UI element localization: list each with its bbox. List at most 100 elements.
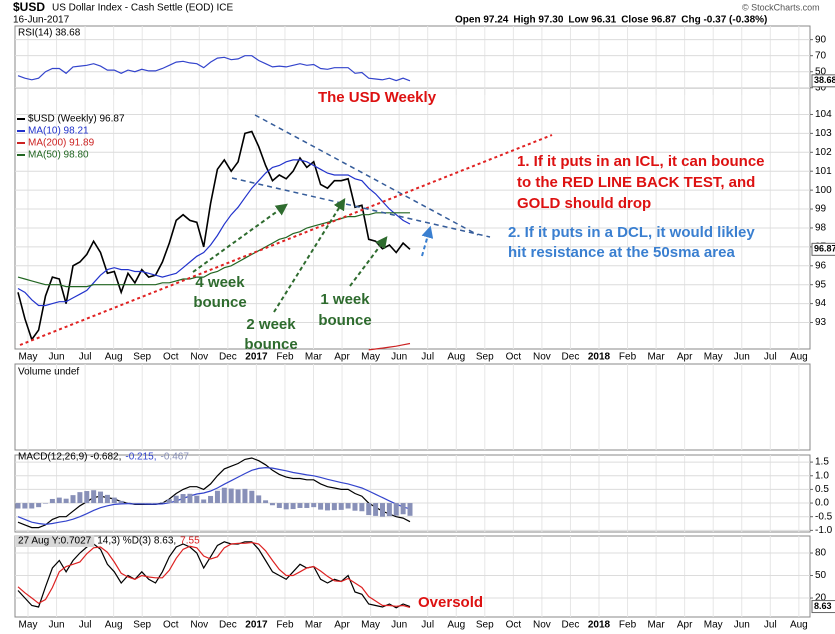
x-tick-label: Feb [276, 620, 294, 631]
x-tick-label: May [704, 352, 723, 363]
histogram-bar [125, 502, 131, 504]
y-tick-label: 80 [815, 548, 827, 559]
histogram-bar [318, 503, 324, 510]
histogram-bar [242, 488, 248, 504]
y-tick-label: 1.5 [815, 457, 829, 468]
panel [14, 25, 811, 96]
x-tick-label: Dec [219, 352, 237, 363]
annotation: 1 week [320, 291, 370, 308]
y-tick-label: 93 [815, 317, 827, 328]
quote-item: Chg -0.37 (-0.38%) [681, 15, 767, 26]
x-tick-label: Nov [533, 352, 551, 363]
histogram-bar [366, 503, 372, 516]
histogram-bar [43, 503, 49, 504]
y-tick-label: 50 [815, 570, 827, 581]
histogram-bar [194, 495, 200, 504]
histogram-bar [400, 503, 406, 515]
x-tick-label: Nov [190, 352, 208, 363]
histogram-bar [235, 489, 241, 504]
last-value-label: 8.63 [814, 601, 832, 611]
x-tick-label: Aug [790, 620, 808, 631]
neckline [231, 177, 491, 238]
x-tick-label: Aug [790, 352, 808, 363]
panel [14, 363, 811, 451]
last-value-box [811, 242, 835, 256]
series-line [17, 541, 411, 609]
x-tick-label: Apr [334, 620, 350, 631]
x-tick-label: Dec [219, 620, 237, 631]
legend-entry: MACD(12,26,9) -0.682, [18, 452, 121, 463]
brand: © StockCharts.com [742, 2, 820, 12]
panel [14, 454, 811, 533]
histogram-bar [338, 503, 344, 510]
histogram-bar [70, 495, 76, 504]
panel-title: Volume undef [18, 367, 79, 378]
annotation: GOLD should drop [517, 195, 651, 212]
histogram-bar [311, 503, 317, 508]
crosshair-tag-box [15, 535, 95, 547]
last-value-label: 38.68 [814, 75, 835, 85]
x-tick-label: Sep [476, 620, 494, 631]
series-line [17, 159, 411, 307]
y-tick-label: 90 [815, 34, 827, 45]
x-tick-label: Jun [734, 352, 750, 363]
x-tick-label: Feb [619, 352, 637, 363]
annotation: 2 week [246, 316, 296, 333]
series-line [368, 342, 411, 351]
arrow [349, 236, 388, 287]
histogram-bar [166, 499, 172, 504]
legend-entry: MA(200) 91.89 [28, 138, 95, 149]
histogram-bar [386, 503, 392, 517]
series-line [17, 541, 411, 608]
x-tick-label: Mar [305, 352, 323, 363]
x-tick-label: May [361, 620, 380, 631]
x-tick-label: 2017 [245, 620, 268, 631]
legend-entry: RSI(14) 38.68 [18, 28, 81, 39]
series-line [17, 55, 411, 82]
x-tick-label: Jun [391, 620, 407, 631]
y-tick-label: 104 [815, 109, 832, 120]
y-tick-label: 94 [815, 298, 827, 309]
legend-entry: -0.215, [125, 452, 156, 463]
histogram-bar [352, 503, 358, 511]
y-tick-label: 20 [815, 593, 827, 604]
legend-entry: 14,3) %D(3) 8.63, [97, 536, 176, 547]
histogram-bar [373, 503, 379, 516]
x-tick-label: Apr [677, 620, 693, 631]
histogram-bar [359, 503, 365, 512]
x-tick-label: Oct [506, 620, 522, 631]
histogram-bar [393, 503, 399, 516]
x-tick-label: Aug [447, 352, 465, 363]
x-tick-label: Dec [562, 620, 580, 631]
histogram-bar [29, 503, 35, 509]
support-line [19, 134, 553, 346]
x-tick-label: Mar [647, 352, 665, 363]
last-value-label: 96.87 [814, 244, 835, 254]
y-tick-label: 70 [815, 50, 827, 61]
x-tick-label: Oct [163, 620, 179, 631]
series-line [17, 130, 411, 342]
legend-entry: 7.55 [180, 536, 200, 547]
annotation: hit resistance at the 50sma area [508, 244, 735, 261]
x-tick-label: Mar [647, 620, 665, 631]
histogram-bar [345, 503, 351, 509]
annotation: 1. If it puts in an ICL, it can bounce [517, 153, 765, 170]
histogram-bar [263, 500, 269, 504]
histogram-bar [63, 498, 69, 504]
x-tick-label: Oct [163, 352, 179, 363]
y-tick-label: 0.5 [815, 484, 829, 495]
x-tick-label: Apr [334, 352, 350, 363]
histogram-bar [379, 503, 385, 517]
x-tick-label: May [19, 620, 38, 631]
resistance-line [254, 114, 479, 236]
annotation: bounce [318, 312, 371, 329]
legend-entry: $USD (Weekly) 96.87 [28, 114, 125, 125]
y-tick-label: -0.5 [815, 511, 833, 522]
x-tick-label: Aug [105, 352, 123, 363]
histogram-bar [214, 490, 220, 504]
histogram-bar [36, 503, 42, 508]
histogram-bar [91, 490, 97, 504]
x-tick-label: Jun [391, 352, 407, 363]
quote-item: Open 97.24 [455, 15, 509, 26]
